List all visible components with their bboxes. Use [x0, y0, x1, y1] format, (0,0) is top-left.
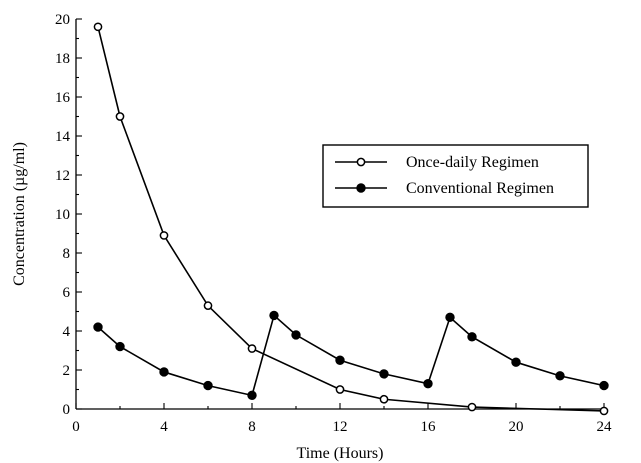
data-point	[599, 380, 609, 391]
data-point	[445, 312, 455, 323]
series-once-daily-regimen	[93, 22, 609, 416]
y-tick-label: 18	[55, 51, 70, 67]
data-point	[115, 112, 125, 121]
legend-marker	[356, 183, 366, 193]
data-point	[599, 406, 609, 416]
legend-marker	[356, 157, 366, 167]
data-point	[93, 322, 103, 332]
y-tick-label: 20	[55, 12, 70, 28]
legend-entries: Once-daily Regimen Conventional Regimen	[335, 154, 554, 197]
x-tick-label: 0	[72, 419, 80, 435]
x-tick-label: 4	[160, 419, 168, 435]
y-axis-title: Concentration (µg/ml)	[11, 142, 28, 286]
data-point	[379, 369, 389, 379]
data-point	[291, 330, 301, 340]
data-point	[467, 332, 477, 342]
y-tick-label: 6	[63, 285, 71, 301]
axes	[75, 19, 604, 410]
legend-box	[322, 144, 589, 208]
x-tick-label: 24	[597, 419, 613, 435]
data-point	[115, 341, 125, 352]
series-line-conventional-regimen	[97, 313, 605, 397]
data-point	[379, 394, 389, 404]
data-point	[93, 22, 103, 32]
x-tick-label: 20	[509, 419, 524, 435]
x-tick-label: 8	[248, 419, 256, 435]
legend-label: Once-daily Regimen	[406, 154, 539, 171]
data-point	[247, 390, 257, 401]
y-tick-label: 14	[55, 129, 71, 145]
x-tick-label: 12	[333, 419, 348, 435]
x-tick-label: 16	[421, 419, 437, 435]
data-point	[467, 402, 477, 412]
data-point	[203, 301, 213, 310]
legend-label: Conventional Regimen	[406, 180, 554, 197]
series-conventional-regimen	[93, 310, 609, 401]
x-axis-title: Time (Hours)	[297, 445, 384, 462]
data-point	[335, 355, 345, 365]
legend: Once-daily Regimen Conventional Regimen	[322, 144, 589, 208]
data-point	[203, 380, 213, 391]
data-point	[159, 367, 169, 377]
y-tick-label: 12	[55, 168, 70, 184]
data-point	[269, 310, 279, 321]
y-tick-label: 8	[63, 246, 71, 262]
series-line-once-daily-regimen	[97, 26, 605, 412]
y-tick-label: 2	[63, 363, 71, 379]
x-ticks: 0 4 8 12 16 20 24	[72, 403, 612, 435]
data-point	[511, 357, 521, 367]
y-tick-label: 0	[63, 402, 71, 418]
y-tick-label: 10	[55, 207, 70, 223]
data-point	[159, 231, 169, 240]
data-point	[247, 344, 257, 353]
data-point	[555, 371, 565, 381]
data-point	[335, 385, 345, 394]
y-ticks: 0 2 4 6 8 10 12 14 16 18 20	[55, 12, 82, 418]
y-tick-label: 4	[63, 324, 71, 340]
data-point	[423, 378, 433, 389]
y-tick-label: 16	[55, 90, 71, 106]
series-layer	[93, 22, 609, 416]
